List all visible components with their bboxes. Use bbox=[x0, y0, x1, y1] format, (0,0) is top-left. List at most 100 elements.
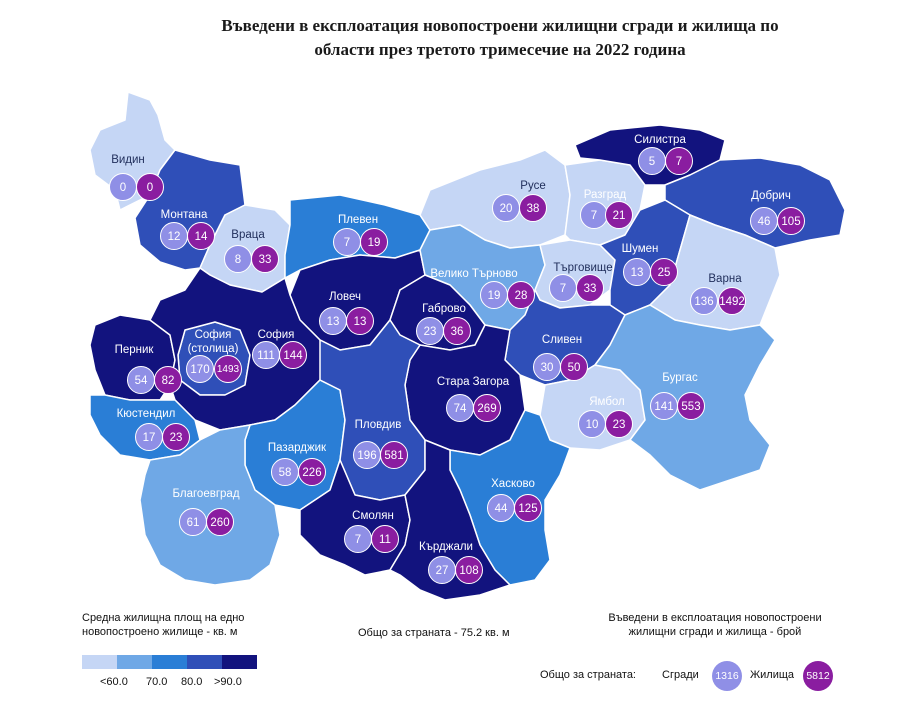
buildings-vratsa: 8 bbox=[224, 245, 252, 273]
dwellings-haskovo: 125 bbox=[514, 494, 542, 522]
dwellings-veliko-tarnovo: 28 bbox=[507, 281, 535, 309]
label-vratsa: Враца bbox=[231, 229, 265, 241]
buildings-yambol: 10 bbox=[578, 410, 606, 438]
buildings-pernik: 54 bbox=[127, 366, 155, 394]
dwellings-pazardzhik: 226 bbox=[298, 458, 326, 486]
label-pazardzhik: Пазарджик bbox=[267, 442, 327, 454]
dwellings-vidin: 0 bbox=[136, 173, 164, 201]
dwellings-kardzhali: 108 bbox=[455, 556, 483, 584]
buildings-shumen: 13 bbox=[623, 258, 651, 286]
label-yambol: Ямбол bbox=[589, 396, 625, 408]
label-silistra: Силистра bbox=[634, 134, 686, 146]
legend-swatch-3 bbox=[152, 655, 187, 669]
buildings-label: Сгради bbox=[662, 669, 699, 681]
region-targovishte[interactable] bbox=[534, 239, 616, 309]
buildings-haskovo: 44 bbox=[487, 494, 515, 522]
dwellings-varna: 1492 bbox=[718, 287, 746, 315]
label-kardzhali: Кърджали bbox=[419, 541, 473, 553]
buildings-targovishte: 7 bbox=[549, 274, 577, 302]
legend-swatch-4 bbox=[187, 655, 222, 669]
region-blagoevgrad[interactable] bbox=[139, 424, 281, 586]
label-plovdiv: Пловдив bbox=[354, 419, 402, 431]
buildings-sliven: 30 bbox=[533, 353, 561, 381]
label-blagoevgrad: Благоевград bbox=[172, 488, 240, 500]
count-legend-title: Въведени в експлоатация новопостроени жи… bbox=[575, 611, 855, 639]
dwellings-targovishte: 33 bbox=[576, 274, 604, 302]
buildings-stara-zagora: 74 bbox=[446, 394, 474, 422]
buildings-silistra: 5 bbox=[638, 147, 666, 175]
dwellings-sliven: 50 bbox=[560, 353, 588, 381]
label-pernik: Перник bbox=[114, 344, 154, 356]
buildings-montana: 12 bbox=[160, 222, 188, 250]
dwellings-kyustendil: 23 bbox=[162, 423, 190, 451]
label-sofia: София bbox=[257, 329, 295, 341]
legend-swatch-5 bbox=[222, 655, 257, 669]
area-legend-title: Средна жилищна площ на едно новопостроен… bbox=[82, 611, 244, 639]
label-targovishte: Търговище bbox=[553, 262, 613, 274]
buildings-blagoevgrad: 61 bbox=[179, 508, 207, 536]
label-kyustendil: Кюстендил bbox=[116, 408, 176, 420]
dwellings-lovech: 13 bbox=[346, 307, 374, 335]
label-sofia-capital: София (столица) bbox=[187, 329, 239, 355]
legend-tick-3: 80.0 bbox=[181, 676, 203, 688]
area-legend-title-line-2: новопостроено жилище - кв. м bbox=[82, 626, 238, 638]
buildings-varna: 136 bbox=[690, 287, 718, 315]
label-burgas: Бургас bbox=[662, 372, 698, 384]
legend-tick-4: >90.0 bbox=[214, 676, 242, 688]
totals-label: Общо за страната: bbox=[540, 669, 636, 681]
region-kardzhali[interactable] bbox=[389, 439, 511, 601]
dwellings-razgrad: 21 bbox=[605, 201, 633, 229]
label-ruse: Русе bbox=[520, 180, 546, 192]
count-legend-title-line-1: Въведени в експлоатация новопостроени bbox=[608, 612, 822, 624]
buildings-pleven: 7 bbox=[333, 228, 361, 256]
buildings-burgas: 141 bbox=[650, 392, 678, 420]
buildings-razgrad: 7 bbox=[580, 201, 608, 229]
dwellings-montana: 14 bbox=[187, 222, 215, 250]
dwellings-silistra: 7 bbox=[665, 147, 693, 175]
legend-tick-1: <60.0 bbox=[100, 676, 128, 688]
buildings-dobrich: 46 bbox=[750, 207, 778, 235]
buildings-gabrovo: 23 bbox=[416, 317, 444, 345]
label-lovech: Ловеч bbox=[329, 291, 361, 303]
dwellings-stara-zagora: 269 bbox=[473, 394, 501, 422]
dwellings-ruse: 38 bbox=[519, 194, 547, 222]
area-legend-scale bbox=[82, 655, 257, 669]
buildings-lovech: 13 bbox=[319, 307, 347, 335]
label-montana: Монтана bbox=[160, 209, 208, 221]
area-legend-title-line-1: Средна жилищна площ на едно bbox=[82, 612, 245, 624]
buildings-pazardzhik: 58 bbox=[271, 458, 299, 486]
buildings-sofia: 111 bbox=[252, 341, 280, 369]
dwellings-vratsa: 33 bbox=[251, 245, 279, 273]
label-gabrovo: Габрово bbox=[422, 303, 466, 315]
label-pleven: Плевен bbox=[337, 214, 379, 226]
label-smolyan: Смолян bbox=[352, 510, 394, 522]
dwellings-yambol: 23 bbox=[605, 410, 633, 438]
label-veliko-tarnovo: Велико Търново bbox=[430, 268, 518, 280]
dwellings-total-bubble: 5812 bbox=[803, 661, 833, 691]
legend-swatch-2 bbox=[117, 655, 152, 669]
dwellings-smolyan: 11 bbox=[371, 525, 399, 553]
dwellings-gabrovo: 36 bbox=[443, 317, 471, 345]
legend-tick-2: 70.0 bbox=[146, 676, 168, 688]
count-legend-title-line-2: жилищни сгради и жилища - брой bbox=[628, 626, 802, 638]
title-line-1: Въведени в експлоатация новопостроени жи… bbox=[221, 16, 779, 35]
dwellings-pernik: 82 bbox=[154, 366, 182, 394]
buildings-kyustendil: 17 bbox=[135, 423, 163, 451]
buildings-vidin: 0 bbox=[109, 173, 137, 201]
label-vidin: Видин bbox=[111, 154, 145, 166]
buildings-veliko-tarnovo: 19 bbox=[480, 281, 508, 309]
title-line-2: области през третото тримесечие на 2022 … bbox=[314, 40, 686, 59]
label-varna: Варна bbox=[708, 273, 742, 285]
label-razgrad: Разград bbox=[583, 189, 627, 201]
legend-swatch-1 bbox=[82, 655, 117, 669]
dwellings-pleven: 19 bbox=[360, 228, 388, 256]
dwellings-dobrich: 105 bbox=[777, 207, 805, 235]
dwellings-shumen: 25 bbox=[650, 258, 678, 286]
dwellings-sofia-capital: 1493 bbox=[214, 355, 242, 383]
label-haskovo: Хасково bbox=[491, 478, 535, 490]
buildings-smolyan: 7 bbox=[344, 525, 372, 553]
dwellings-sofia: 144 bbox=[279, 341, 307, 369]
label-sliven: Сливен bbox=[541, 334, 583, 346]
buildings-sofia-capital: 170 bbox=[186, 355, 214, 383]
